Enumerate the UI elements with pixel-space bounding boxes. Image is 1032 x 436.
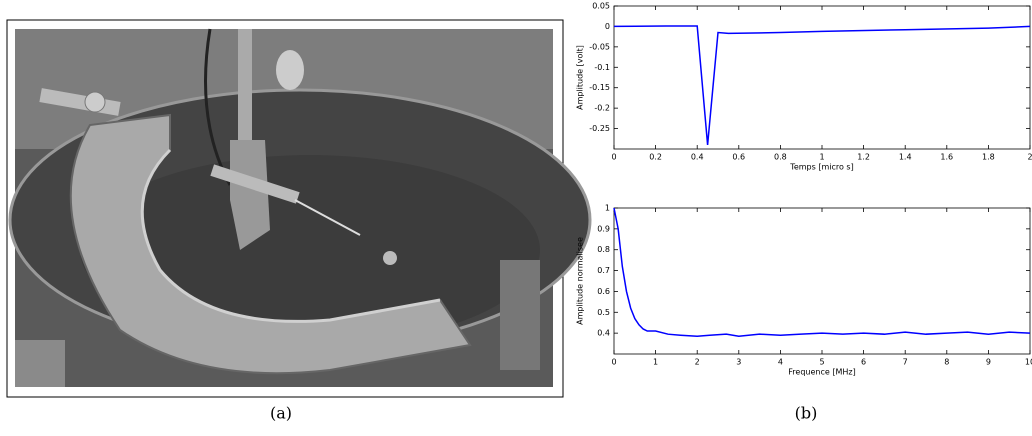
x-tick-label: 10	[1025, 358, 1032, 367]
x-tick-label: 2	[1027, 153, 1032, 162]
data-line	[613, 25, 1031, 145]
x-tick-label: 2	[695, 358, 700, 367]
x-tick-label: 9	[986, 358, 991, 367]
x-tick-label: 1.8	[982, 153, 995, 162]
y-tick-label: 0.7	[597, 266, 610, 275]
x-tick-label: 0	[611, 153, 616, 162]
x-tick-label: 1.2	[857, 153, 870, 162]
x-tick-label: 0.8	[774, 153, 787, 162]
y-tick-label: -0.05	[589, 42, 610, 51]
x-tick-label: 1.6	[940, 153, 953, 162]
photo	[6, 19, 592, 398]
x-tick-label: 8	[944, 358, 949, 367]
y-tick-label: 0.8	[597, 245, 610, 254]
y-tick-label: -0.15	[589, 83, 610, 92]
y-tick-label: 0.9	[597, 224, 610, 233]
x-axis-label: Frequence [MHz]	[788, 368, 855, 377]
x-tick-label: 0.6	[732, 153, 745, 162]
x-tick-label: 1	[819, 153, 824, 162]
y-tick-label: -0.25	[589, 124, 610, 133]
y-tick-label: 0.6	[597, 287, 610, 296]
x-tick-label: 5	[819, 358, 824, 367]
x-tick-label: 0	[611, 358, 616, 367]
x-tick-label: 4	[778, 358, 783, 367]
x-axis-label: Temps [micro s]	[789, 163, 853, 172]
x-tick-label: 0.2	[649, 153, 662, 162]
x-tick-label: 1	[653, 358, 658, 367]
data-line	[613, 207, 1031, 338]
x-tick-label: 3	[736, 358, 741, 367]
x-tick-label: 0.4	[691, 153, 704, 162]
caption: (a)	[270, 404, 292, 423]
x-tick-label: 7	[903, 358, 908, 367]
y-tick-label: -0.2	[594, 104, 610, 113]
y-axis-label: Amplitude [volt]	[576, 45, 585, 110]
y-tick-label: 1	[605, 204, 610, 213]
y-tick-label: 0.05	[592, 2, 610, 11]
y-tick-label: 0.4	[597, 329, 610, 338]
x-tick-label: 6	[861, 358, 866, 367]
y-axis-label: Amplitude normalisee	[576, 237, 585, 325]
y-tick-label: 0	[605, 22, 610, 31]
caption: (b)	[795, 404, 818, 423]
plot-frame	[613, 5, 1031, 150]
y-tick-label: 0.5	[597, 308, 610, 317]
x-tick-label: 1.4	[899, 153, 912, 162]
y-tick-label: -0.1	[594, 63, 610, 72]
